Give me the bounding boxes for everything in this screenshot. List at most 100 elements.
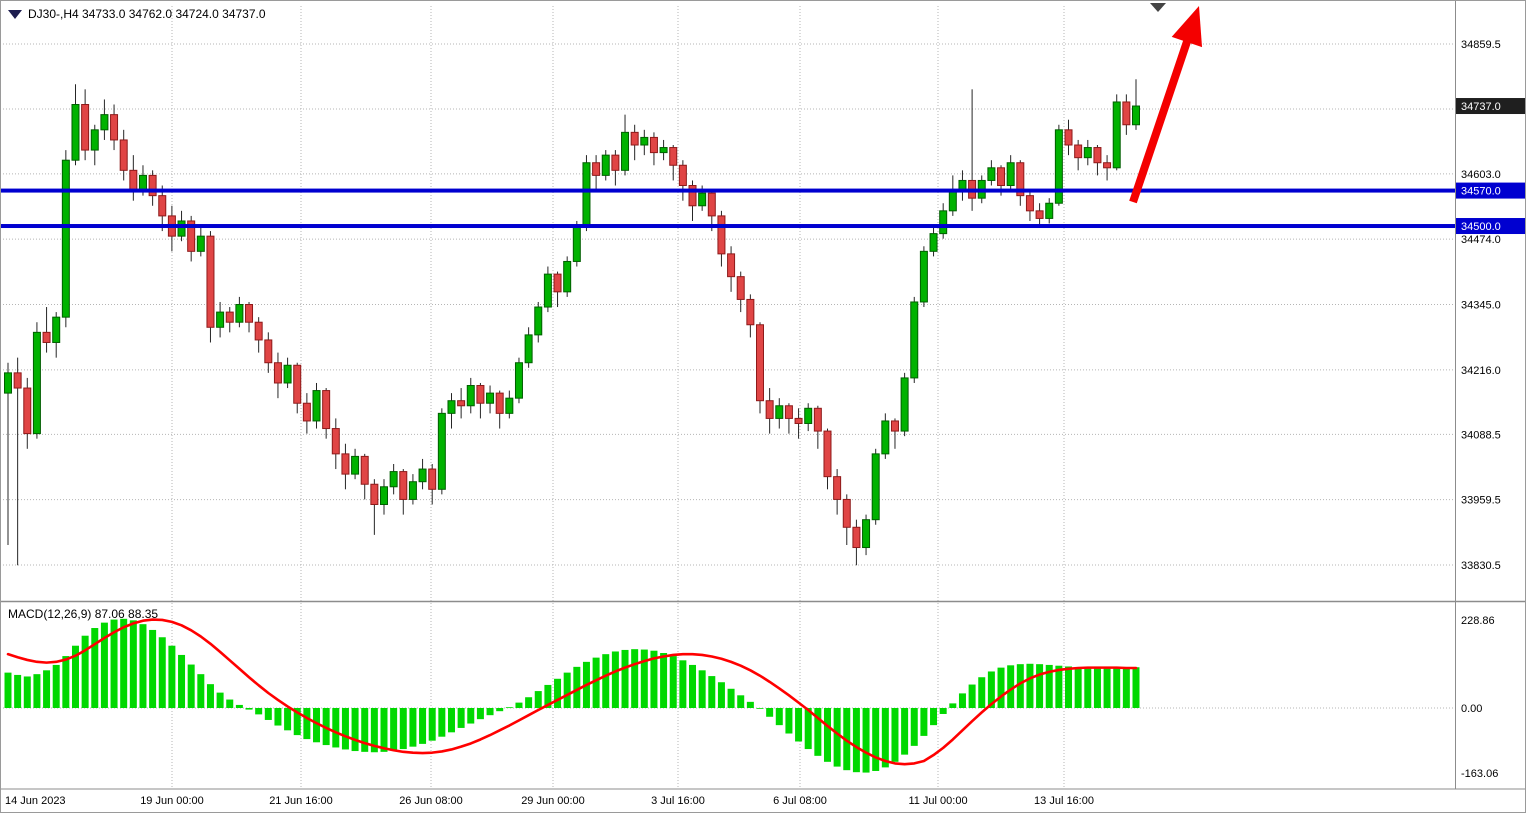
macd-bar — [1103, 668, 1111, 708]
macd-bar — [313, 708, 321, 743]
candle — [380, 486, 388, 505]
price-axis[interactable]: 34859.5 34603.0 34474.0 34345.0 34216.0 34088… — [1456, 39, 1525, 780]
macd-bar — [968, 684, 976, 708]
time-tick-label: 11 Jul 00:00 — [908, 795, 967, 807]
candle — [177, 220, 186, 237]
candle — [264, 339, 273, 364]
macd-bar — [476, 708, 484, 720]
macd-bar — [197, 674, 205, 708]
macd-bar — [640, 649, 648, 708]
macd-bar — [544, 684, 552, 708]
candle — [187, 220, 196, 252]
price-tick-label: 34603.0 — [1461, 169, 1501, 181]
time-tick-label: 21 Jun 16:00 — [269, 795, 333, 807]
gridlines — [0, 6, 1455, 788]
macd-bar — [785, 708, 793, 734]
macd-bar — [852, 708, 860, 773]
candle — [158, 195, 167, 217]
time-tick-label: 29 Jun 00:00 — [521, 795, 585, 807]
candle — [1122, 101, 1131, 126]
price-level-line[interactable] — [0, 188, 1455, 193]
macd-bar — [168, 645, 176, 708]
candle — [1035, 210, 1044, 219]
macd-bar — [978, 677, 986, 708]
macd-bar — [255, 708, 263, 715]
macd-bar — [573, 666, 581, 708]
candle — [890, 420, 899, 432]
candle — [476, 385, 485, 404]
macd-bar — [447, 708, 455, 733]
macd-bar — [1084, 667, 1092, 708]
candle — [1074, 144, 1083, 159]
candle — [630, 131, 639, 146]
candle — [235, 304, 244, 323]
candle — [1103, 162, 1112, 169]
time-tick-label: 14 Jun 2023 — [5, 795, 66, 807]
candle — [1016, 162, 1025, 197]
candle — [312, 390, 321, 422]
macd-bar — [910, 708, 918, 746]
time-tick-label: 3 Jul 16:00 — [651, 795, 705, 807]
macd-bar — [23, 676, 31, 708]
candle — [707, 192, 716, 217]
macd-bar — [525, 697, 533, 708]
macd-bar — [833, 708, 841, 767]
candle — [1006, 162, 1015, 187]
macd-bar — [756, 708, 764, 709]
macd-bar — [727, 688, 735, 708]
macd-bar — [689, 664, 697, 708]
macd-bar — [81, 635, 89, 708]
macd-bar — [100, 622, 108, 708]
candle — [206, 235, 215, 328]
candle — [148, 174, 157, 197]
candle — [273, 362, 282, 384]
current-price-badge — [1456, 98, 1525, 115]
price-levels — [0, 188, 1455, 229]
macd-bar — [698, 670, 706, 708]
price-level-line[interactable] — [0, 224, 1455, 229]
level-price-badge — [1456, 182, 1525, 199]
candle — [4, 372, 12, 394]
macd-bar — [216, 692, 224, 708]
time-tick-label: 6 Jul 08:00 — [773, 795, 827, 807]
candle — [293, 364, 302, 404]
macd-bar — [717, 682, 725, 708]
macd-bar — [1093, 668, 1101, 708]
arrow-shaft — [1129, 35, 1193, 204]
macd-bar — [939, 708, 947, 714]
candle — [929, 233, 938, 252]
macd-bar — [881, 708, 889, 768]
macd-bar — [399, 708, 407, 750]
candle — [129, 169, 138, 192]
candle — [756, 324, 764, 402]
trend-arrow-annotation[interactable] — [1129, 6, 1203, 204]
macd-bar — [139, 624, 147, 708]
candle — [399, 471, 408, 500]
macd-bar — [206, 684, 214, 708]
macd-bar — [457, 708, 465, 728]
macd-bar — [679, 660, 687, 708]
macd-bar — [804, 708, 812, 750]
macd-bar — [930, 708, 938, 726]
candle — [138, 174, 147, 192]
macd-signal-line — [6, 618, 1138, 766]
candle — [611, 154, 620, 171]
candle — [621, 131, 630, 171]
candle — [553, 273, 562, 293]
macd-bar — [592, 657, 600, 708]
macd-bar — [1026, 663, 1034, 708]
candle — [196, 235, 205, 252]
candle — [437, 412, 446, 490]
candle — [100, 114, 109, 131]
candle — [842, 498, 851, 528]
candle — [823, 430, 832, 478]
candle — [216, 311, 225, 328]
candle — [486, 392, 495, 404]
macd-bar — [274, 708, 282, 726]
time-tick-label: 26 Jun 08:00 — [399, 795, 463, 807]
time-axis[interactable]: 14 Jun 2023 19 Jun 00:00 21 Jun 16:00 26 Ju… — [5, 795, 1094, 807]
macd-bar — [62, 656, 70, 708]
candle — [32, 331, 41, 435]
macd-bar — [370, 708, 378, 753]
